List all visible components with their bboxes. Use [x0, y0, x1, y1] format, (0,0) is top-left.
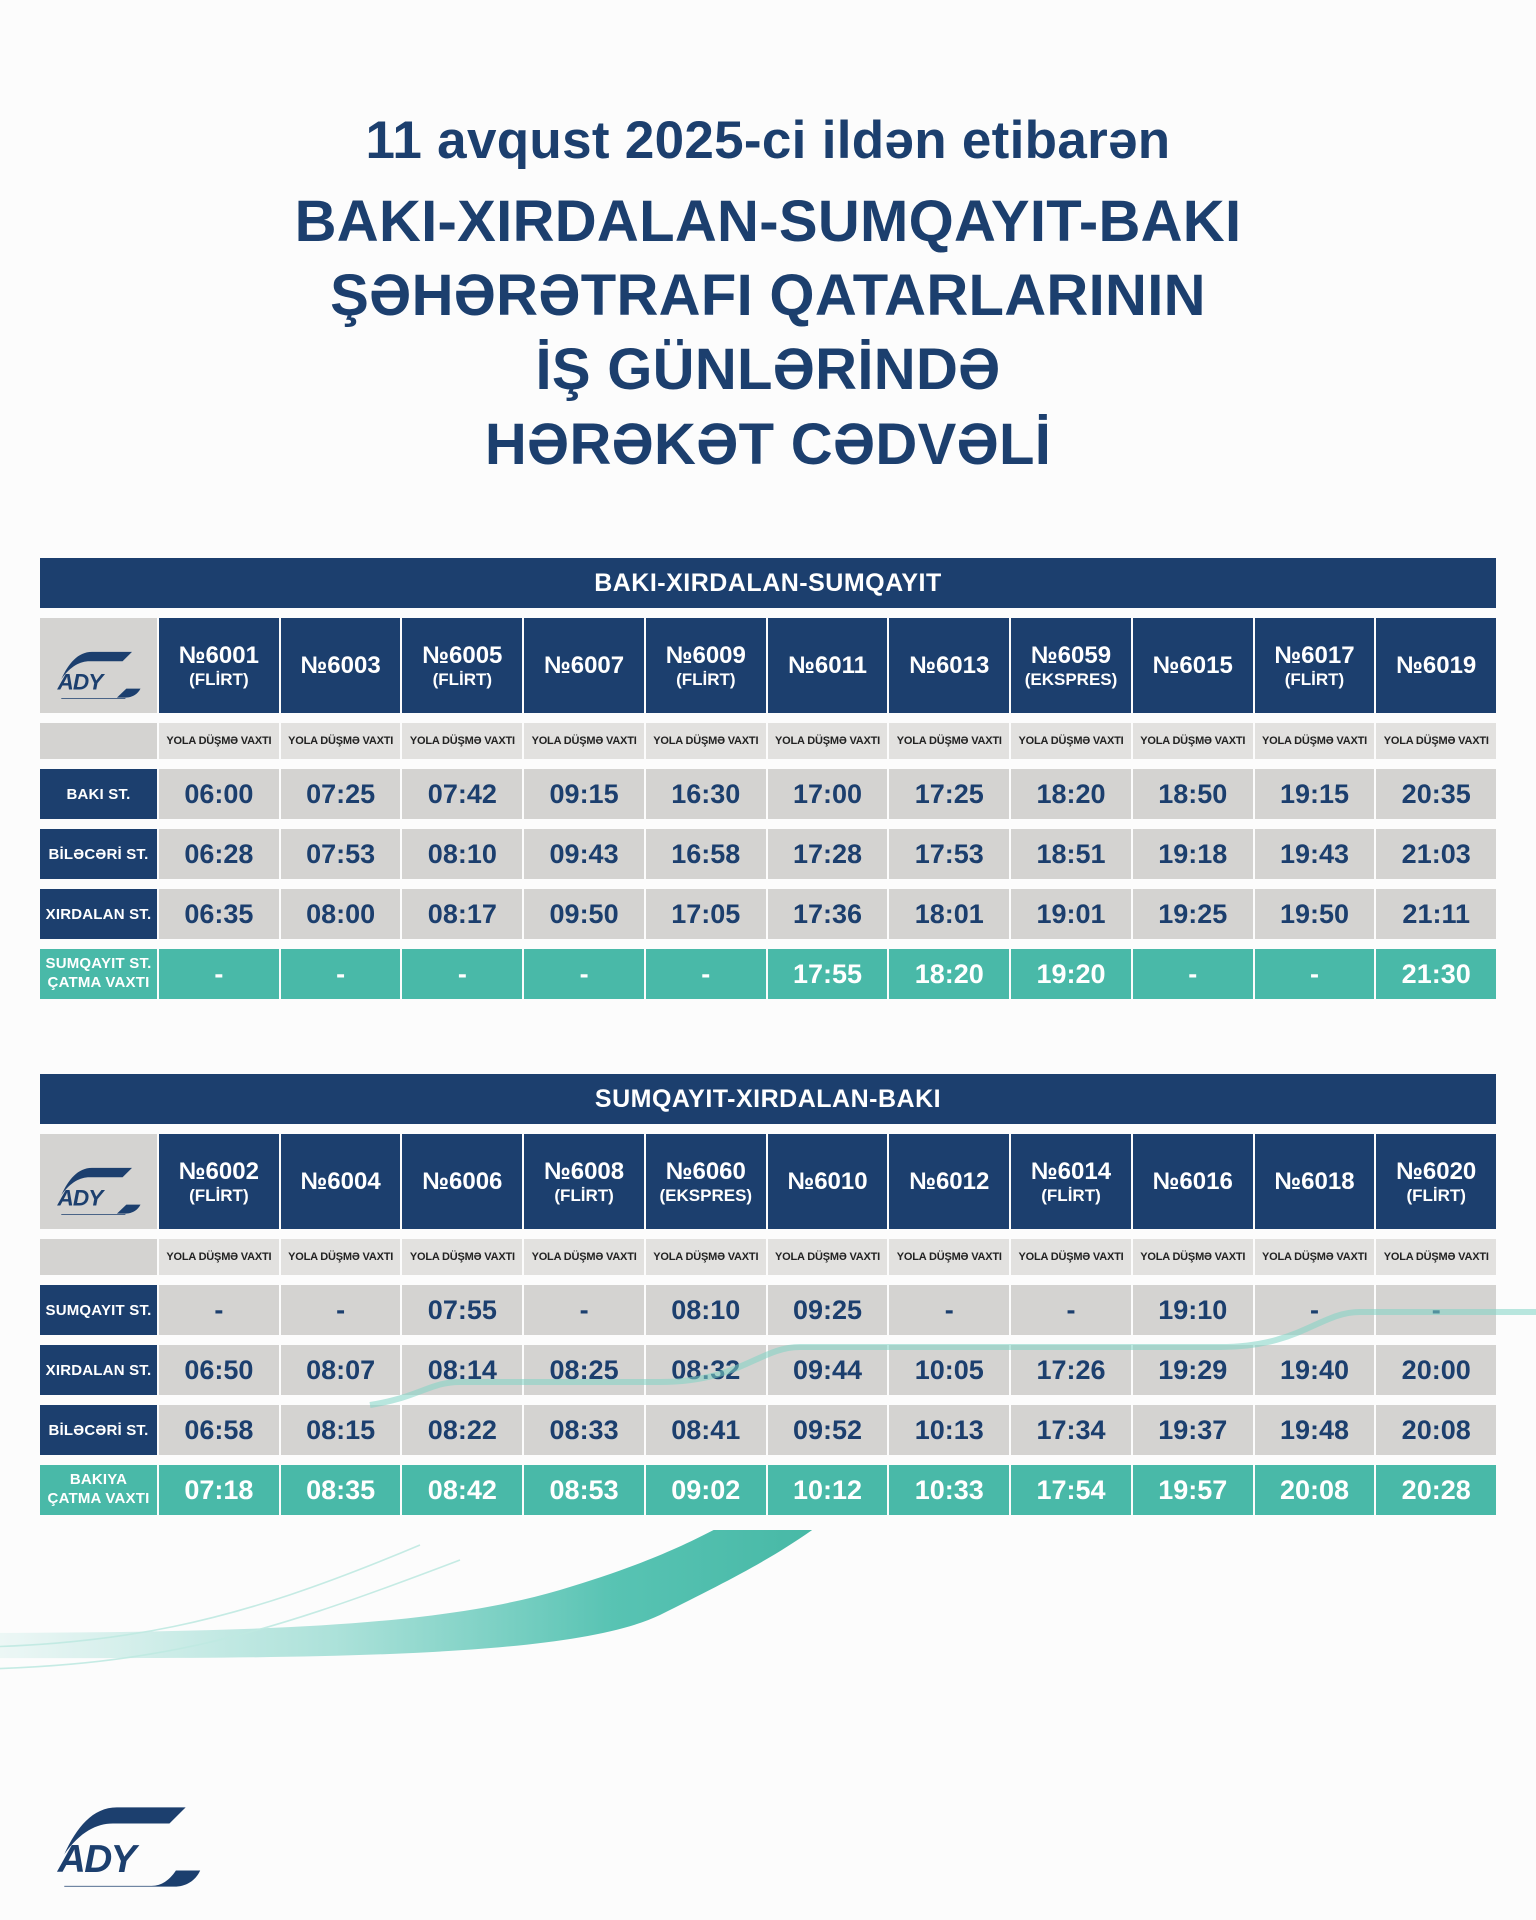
svg-text:ADY: ADY	[56, 1185, 105, 1210]
svg-text:ADY: ADY	[56, 669, 105, 694]
svg-text:ADY: ADY	[57, 1838, 140, 1881]
